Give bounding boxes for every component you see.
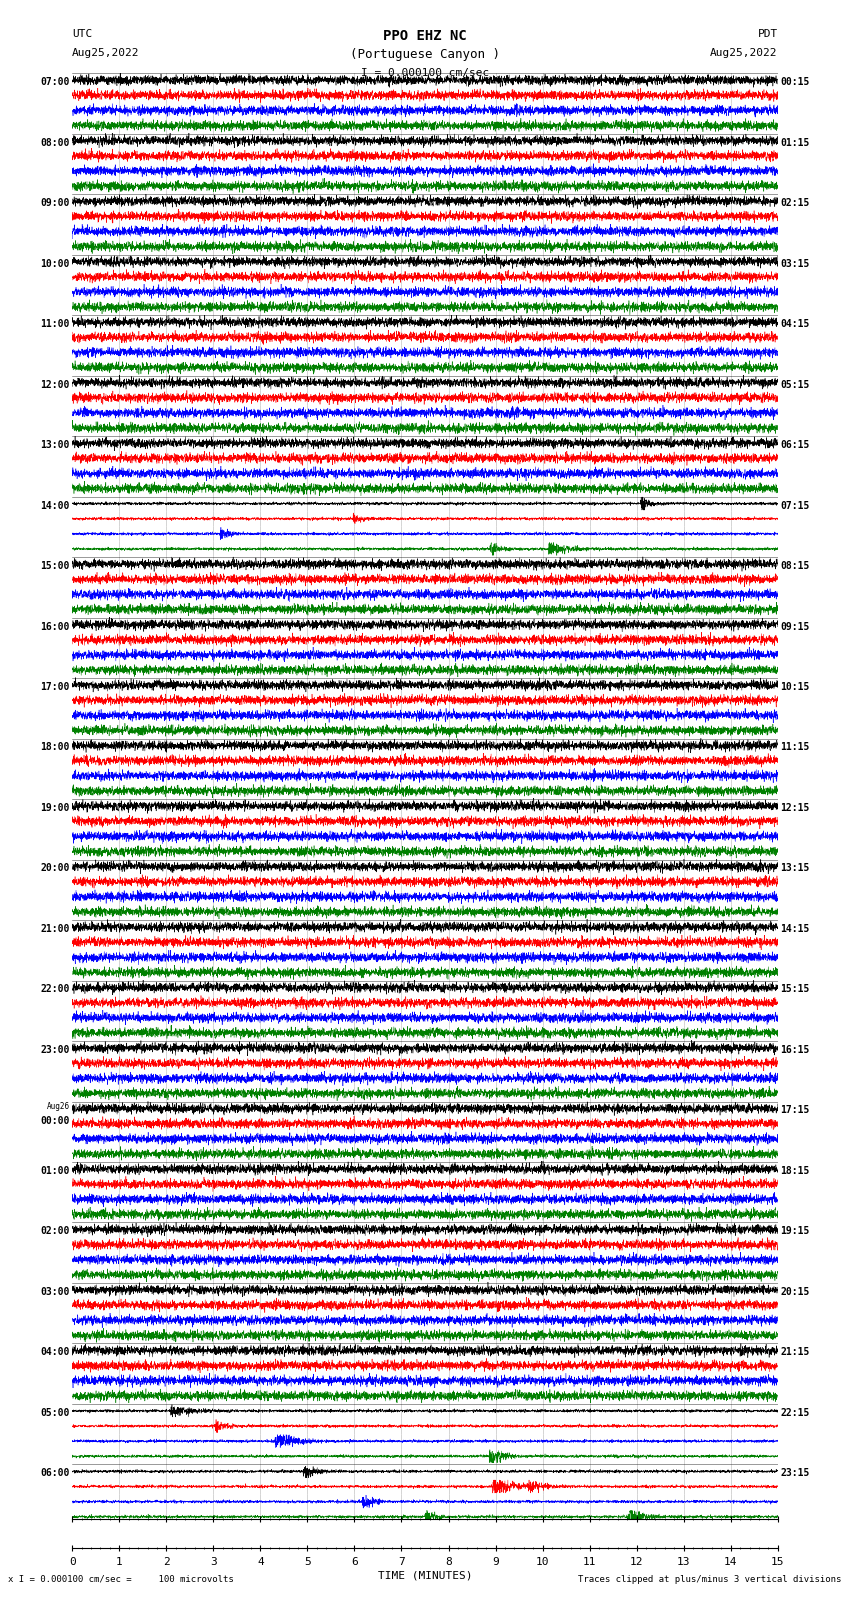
Text: 18:00: 18:00 xyxy=(40,742,70,753)
Text: 20:00: 20:00 xyxy=(40,863,70,874)
Text: (Portuguese Canyon ): (Portuguese Canyon ) xyxy=(350,48,500,61)
Text: 08:15: 08:15 xyxy=(780,561,810,571)
Text: 03:15: 03:15 xyxy=(780,258,810,269)
Text: 11:15: 11:15 xyxy=(780,742,810,753)
Text: 15:15: 15:15 xyxy=(780,984,810,995)
Text: 13:15: 13:15 xyxy=(780,863,810,874)
Text: PPO EHZ NC: PPO EHZ NC xyxy=(383,29,467,44)
Text: 08:00: 08:00 xyxy=(40,137,70,148)
Text: 16:15: 16:15 xyxy=(780,1045,810,1055)
Text: 23:15: 23:15 xyxy=(780,1468,810,1479)
Text: 14:00: 14:00 xyxy=(40,500,70,511)
Text: 07:00: 07:00 xyxy=(40,77,70,87)
Text: 23:00: 23:00 xyxy=(40,1045,70,1055)
Text: x I = 0.000100 cm/sec =     100 microvolts: x I = 0.000100 cm/sec = 100 microvolts xyxy=(8,1574,235,1584)
Text: 06:15: 06:15 xyxy=(780,440,810,450)
Text: 17:00: 17:00 xyxy=(40,682,70,692)
Text: 09:00: 09:00 xyxy=(40,198,70,208)
Text: 04:00: 04:00 xyxy=(40,1347,70,1358)
Text: 22:00: 22:00 xyxy=(40,984,70,995)
Text: 05:15: 05:15 xyxy=(780,379,810,390)
Text: 21:00: 21:00 xyxy=(40,924,70,934)
Text: 04:15: 04:15 xyxy=(780,319,810,329)
Text: 10:00: 10:00 xyxy=(40,258,70,269)
Text: Traces clipped at plus/minus 3 vertical divisions: Traces clipped at plus/minus 3 vertical … xyxy=(578,1574,842,1584)
Text: 02:15: 02:15 xyxy=(780,198,810,208)
Text: 11:00: 11:00 xyxy=(40,319,70,329)
Text: 19:00: 19:00 xyxy=(40,803,70,813)
Text: 17:15: 17:15 xyxy=(780,1105,810,1116)
Text: 15:00: 15:00 xyxy=(40,561,70,571)
Text: 12:15: 12:15 xyxy=(780,803,810,813)
Text: 06:00: 06:00 xyxy=(40,1468,70,1479)
Text: 00:00: 00:00 xyxy=(40,1116,70,1126)
Text: 07:15: 07:15 xyxy=(780,500,810,511)
Text: 09:15: 09:15 xyxy=(780,621,810,632)
Text: 13:00: 13:00 xyxy=(40,440,70,450)
Text: 02:00: 02:00 xyxy=(40,1226,70,1237)
Text: 21:15: 21:15 xyxy=(780,1347,810,1358)
Text: 05:00: 05:00 xyxy=(40,1408,70,1418)
Text: Aug26: Aug26 xyxy=(47,1102,70,1111)
Text: UTC: UTC xyxy=(72,29,93,39)
Text: 18:15: 18:15 xyxy=(780,1166,810,1176)
Text: Aug25,2022: Aug25,2022 xyxy=(711,48,778,58)
X-axis label: TIME (MINUTES): TIME (MINUTES) xyxy=(377,1571,473,1581)
Text: 00:15: 00:15 xyxy=(780,77,810,87)
Text: 16:00: 16:00 xyxy=(40,621,70,632)
Text: 14:15: 14:15 xyxy=(780,924,810,934)
Text: 19:15: 19:15 xyxy=(780,1226,810,1237)
Text: 12:00: 12:00 xyxy=(40,379,70,390)
Text: I = 0.000100 cm/sec: I = 0.000100 cm/sec xyxy=(361,68,489,77)
Text: Aug25,2022: Aug25,2022 xyxy=(72,48,139,58)
Text: 20:15: 20:15 xyxy=(780,1287,810,1297)
Text: 22:15: 22:15 xyxy=(780,1408,810,1418)
Text: 01:15: 01:15 xyxy=(780,137,810,148)
Text: 03:00: 03:00 xyxy=(40,1287,70,1297)
Text: 01:00: 01:00 xyxy=(40,1166,70,1176)
Text: 10:15: 10:15 xyxy=(780,682,810,692)
Text: PDT: PDT xyxy=(757,29,778,39)
